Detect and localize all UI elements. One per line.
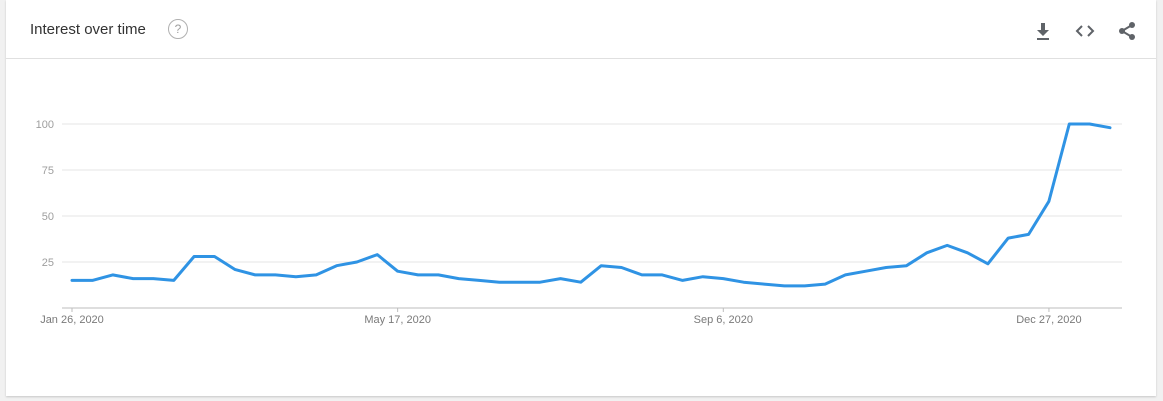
x-tick-label: May 17, 2020	[364, 314, 431, 326]
card-header: Interest over time ?	[6, 0, 1156, 59]
y-tick-label: 25	[42, 257, 54, 269]
x-tick-label: Sep 6, 2020	[694, 314, 753, 326]
x-tick-label: Dec 27, 2020	[1016, 314, 1081, 326]
share-icon[interactable]	[1116, 20, 1138, 42]
y-tick-label: 75	[42, 165, 54, 177]
x-tick-label: Jan 26, 2020	[40, 314, 104, 326]
help-circle-icon[interactable]: ?	[168, 19, 188, 39]
interest-line-chart: 25 50 75 100 Jan 26, 2020 May 17, 2020 Sep 6, …	[36, 119, 1122, 326]
download-icon[interactable]	[1032, 20, 1054, 42]
y-tick-label: 50	[42, 211, 54, 223]
embed-icon[interactable]	[1074, 20, 1096, 42]
interest-over-time-card: Interest over time ?	[6, 0, 1156, 396]
y-tick-label: 100	[36, 119, 54, 131]
card-title: Interest over time	[30, 21, 146, 38]
series-line	[70, 122, 1112, 288]
